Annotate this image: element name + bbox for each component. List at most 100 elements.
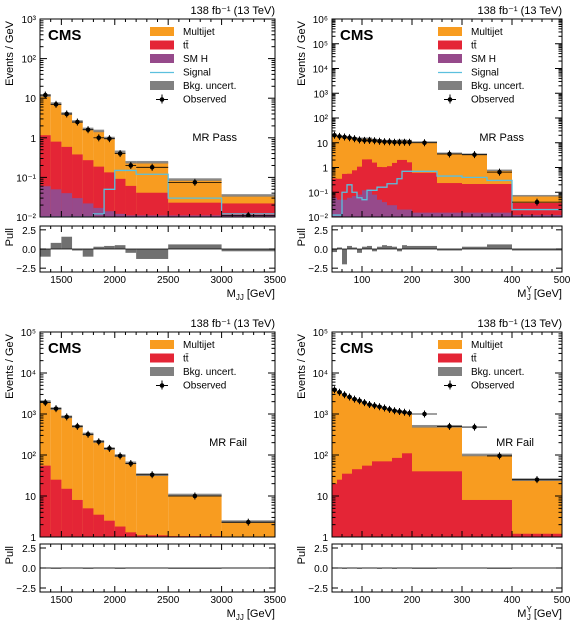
smh-bar	[104, 211, 115, 217]
y-tick-label: 10⁻²	[308, 213, 328, 224]
legend-multijet-swatch	[438, 27, 462, 36]
observed-point	[402, 410, 407, 415]
chart-panel-4: 1 10 10² 10³ 10⁴ 10⁵ 138 fb⁻¹ (13 TeV) CMS MR Fa…	[296, 318, 571, 622]
observed-point	[397, 139, 402, 145]
legend-label: Signal	[471, 68, 499, 79]
legend-item-multijet: Multijet	[438, 27, 503, 38]
observed-point	[357, 137, 362, 143]
ttbar-bar	[487, 499, 512, 537]
y-tick-label: 10	[25, 492, 37, 503]
ttbar-bar	[50, 141, 62, 217]
ttbar-bar	[61, 488, 73, 537]
pull-bar	[382, 245, 387, 249]
x-tick-label: 3500	[264, 595, 287, 606]
smh-bar	[114, 213, 126, 217]
x-tick-label: 400	[504, 275, 521, 286]
ttbar-bar	[347, 173, 352, 217]
smh-bar	[462, 212, 487, 217]
x-label-main: M	[517, 288, 526, 300]
legend-ttbar-swatch	[150, 40, 174, 50]
bkg-uncert-band	[462, 453, 487, 457]
ttbar-bar	[125, 532, 137, 537]
legend-item-bkg: Bkg. uncert.	[150, 367, 236, 378]
ttbar-bar	[352, 170, 357, 217]
observed-point	[53, 102, 59, 107]
observed-point	[107, 136, 112, 141]
y-tick-label: 10⁵	[313, 40, 328, 51]
multijet-bar	[50, 408, 62, 537]
multijet-bar	[221, 521, 275, 537]
legend-item-obs: Observed	[444, 94, 514, 106]
pull-bar	[125, 249, 137, 253]
pull-bar	[50, 242, 62, 249]
legend-label: tt̄	[183, 352, 189, 364]
legend-item-multijet: Multijet	[438, 340, 503, 351]
ttbar-bar	[462, 184, 487, 217]
smh-bar	[136, 215, 169, 217]
legend-smh-swatch	[150, 54, 174, 63]
ttbar-bar	[387, 461, 392, 537]
ttbar-bar	[357, 166, 362, 217]
observed-point	[128, 461, 134, 466]
x-label-sub: J	[527, 613, 531, 622]
pull-bar	[104, 245, 115, 249]
smh-bar	[342, 199, 347, 217]
x-axis-label: MJJ [GeV]	[227, 608, 275, 622]
pull-bar	[136, 249, 169, 259]
bkg-uncert-band	[136, 160, 169, 164]
observed-point	[392, 139, 397, 145]
pull-bar	[50, 568, 62, 569]
plot-area	[332, 131, 562, 217]
x-label-unit: [GeV]	[531, 288, 562, 300]
ttbar-bar	[104, 520, 115, 537]
multijet-bar	[347, 396, 352, 537]
ttbar-bar	[114, 526, 126, 537]
legend-label: Bkg. uncert.	[471, 367, 524, 378]
x-axis-label: MY J [GeV]	[517, 285, 562, 302]
ttbar-bar	[136, 535, 169, 537]
region-label: MR Pass	[192, 132, 237, 144]
pull-bar	[387, 245, 392, 249]
legend-item-obs: Observed	[156, 380, 226, 392]
observed-point	[534, 477, 540, 482]
y-tick-label: 10⁻²	[16, 213, 36, 224]
pull-bar	[342, 249, 347, 265]
observed-point	[149, 164, 155, 170]
pull-bar	[221, 249, 275, 252]
pull-axis-label: Pull	[4, 228, 16, 246]
x-tick-label: 1500	[50, 275, 73, 286]
observed-point	[352, 136, 357, 142]
pull-bar	[412, 245, 437, 249]
smh-bar	[387, 205, 392, 217]
y-tick-label: 1	[322, 164, 328, 175]
ttbar-bar	[437, 183, 462, 217]
legend-item-ttbar: tt̄	[438, 352, 477, 365]
x-tick-label: 3000	[210, 275, 233, 286]
observed-point	[96, 439, 102, 445]
pull-bar	[407, 245, 412, 249]
multijet-bar	[168, 495, 222, 537]
ttbar-bar	[382, 167, 387, 217]
y-tick-label: 1	[30, 134, 36, 145]
legend-item-bkg: Bkg. uncert.	[438, 81, 524, 92]
pull-bar	[72, 249, 83, 251]
multijet-bar	[104, 448, 115, 537]
legend-label: SM H	[471, 54, 496, 65]
pull-bar	[352, 247, 357, 249]
y-tick-label: 10²	[314, 114, 329, 125]
x-label-sub: JJ	[236, 613, 244, 622]
legend-label: Bkg. uncert.	[183, 81, 236, 92]
observed-point	[53, 406, 59, 411]
legend-item-signal: Signal	[150, 68, 211, 79]
ttbar-bar	[402, 453, 407, 537]
x-label-sub: J	[527, 293, 531, 302]
y-tick-label: 10³	[22, 410, 37, 421]
smh-bar	[412, 212, 437, 217]
smh-bar	[392, 205, 397, 217]
ttbar-bar	[93, 166, 105, 217]
ttbar-bar	[362, 159, 367, 217]
multijet-bar	[82, 434, 94, 537]
y-tick-label: 10⁵	[21, 328, 36, 339]
pull-bar	[392, 246, 397, 249]
legend-item-smh: SM H	[438, 54, 496, 65]
